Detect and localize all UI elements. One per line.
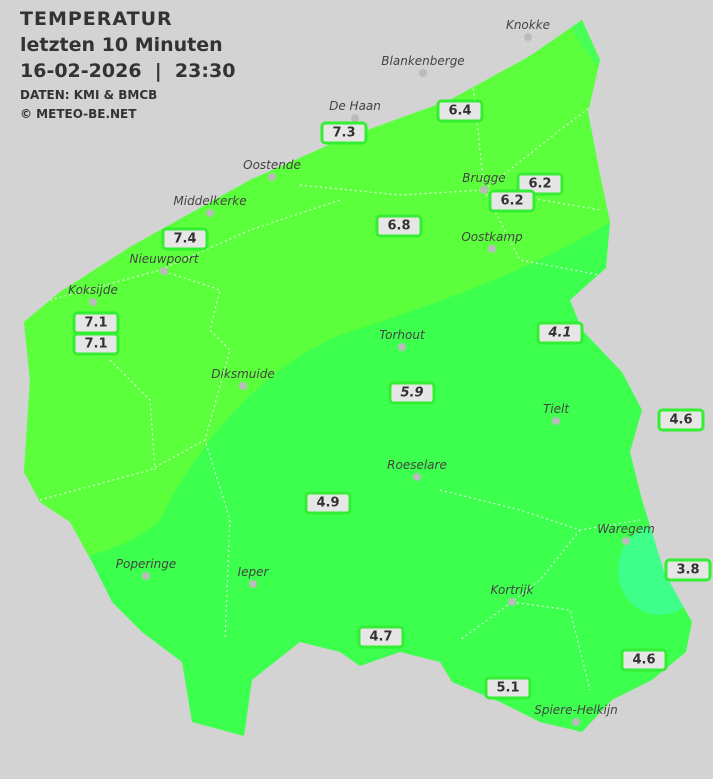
temperature-reading[interactable]: 5.9 (388, 381, 436, 405)
city-label: Waregem (597, 522, 655, 536)
city-marker (572, 718, 580, 726)
temperature-reading[interactable]: 4.1 (536, 321, 584, 345)
city-marker (160, 267, 168, 275)
city-marker (351, 114, 359, 122)
city-marker (488, 245, 496, 253)
city-marker (524, 33, 532, 41)
city-marker (398, 343, 406, 351)
temperature-reading[interactable]: 7.3 (320, 121, 368, 145)
temperature-reading[interactable]: 4.9 (304, 491, 352, 515)
city-label: Oostkamp (461, 230, 523, 244)
temperature-reading[interactable]: 6.2 (488, 189, 536, 213)
copyright: © METEO-BE.NET (20, 107, 137, 121)
temperature-reading[interactable]: 7.1 (72, 332, 120, 356)
temperature-reading[interactable]: 7.1 (72, 311, 120, 335)
city-marker (206, 209, 214, 217)
city-label: Poperinge (115, 557, 177, 571)
city-label: Kortrijk (490, 583, 534, 597)
city-label: Nieuwpoort (129, 252, 199, 266)
city-marker (268, 173, 276, 181)
city-marker (239, 382, 247, 390)
city-marker (142, 572, 150, 580)
city-label: Ieper (237, 565, 269, 579)
city-marker (249, 580, 257, 588)
temperature-reading[interactable]: 5.1 (484, 676, 532, 700)
city-label: Blankenberge (381, 54, 465, 68)
city-label: Diksmuide (211, 367, 275, 381)
city-marker (419, 69, 427, 77)
city-label: De Haan (329, 99, 381, 113)
city-label: Torhout (379, 328, 425, 342)
city-label: Middelkerke (173, 194, 247, 208)
temperature-reading[interactable]: 7.4 (161, 227, 209, 251)
map-title: TEMPERATUR (20, 8, 173, 30)
city-label: Brugge (462, 171, 506, 185)
city-label: Koksijde (68, 283, 118, 297)
city-marker (552, 417, 560, 425)
city-label: Tielt (542, 402, 570, 416)
temperature-reading[interactable]: 6.4 (436, 99, 484, 123)
temperature-reading[interactable]: 4.6 (657, 408, 705, 432)
city-marker (413, 473, 421, 481)
temperature-reading[interactable]: 4.7 (357, 625, 405, 649)
city-marker (508, 598, 516, 606)
temperature-reading[interactable]: 3.8 (664, 558, 712, 582)
temperature-reading[interactable]: 6.8 (375, 214, 423, 238)
city-label: Spiere-Helkijn (534, 703, 618, 717)
map-subtitle: letzten 10 Minuten (20, 34, 223, 56)
city-marker (622, 537, 630, 545)
city-label: Oostende (243, 158, 301, 172)
data-source: DATEN: KMI & BMCB (20, 88, 158, 102)
temperature-reading[interactable]: 4.6 (620, 648, 668, 672)
city-label: Knokke (505, 18, 551, 32)
city-label: Roeselare (387, 458, 447, 472)
city-marker (89, 298, 97, 306)
map-datetime: 16-02-2026 | 23:30 (20, 60, 236, 82)
city-marker (480, 186, 488, 194)
